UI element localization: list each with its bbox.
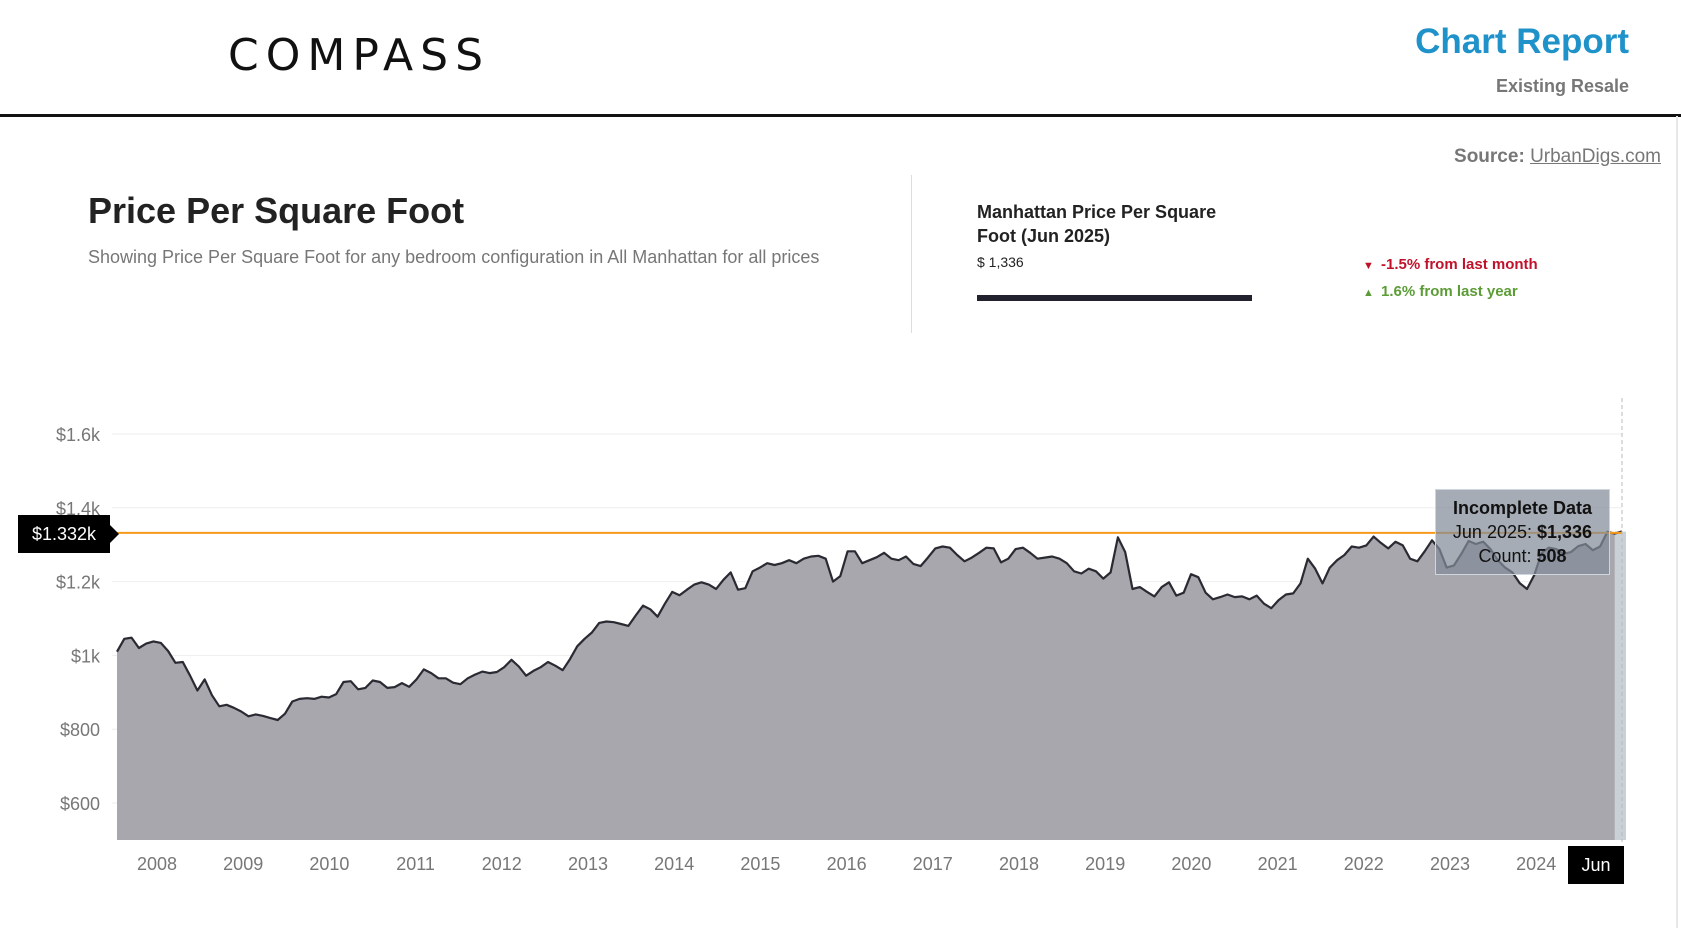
page-edge-divider	[1676, 116, 1678, 928]
x-tick-label: 2009	[223, 854, 263, 874]
y-tick-label: $1k	[71, 646, 101, 666]
x-tick-label: 2014	[654, 854, 694, 874]
series-line	[116, 530, 1623, 722]
tooltip-date-row: Jun 2025: $1,336	[1436, 520, 1609, 544]
source-label: Source:	[1454, 146, 1525, 167]
price-chart[interactable]: $600 $800 $1k $1.2k $1.4k $1.6k 2008 2009 2010 2…	[0, 380, 1681, 928]
x-tick-label: 2016	[827, 854, 867, 874]
change-month: ▼ -1.5% from last month	[1363, 256, 1538, 273]
tooltip-count-value: 508	[1536, 546, 1567, 566]
stat-label: Manhattan Price Per Square Foot (Jun 202…	[977, 202, 1217, 246]
report-title: Chart Report	[1415, 22, 1629, 61]
tooltip-date-label: Jun 2025:	[1452, 522, 1532, 542]
y-tick-label: $600	[60, 794, 100, 814]
change-year: ▲ 1.6% from last year	[1363, 283, 1518, 300]
report-subtitle: Existing Resale	[1495, 76, 1629, 96]
x-tick-label: 2019	[1085, 854, 1125, 874]
page-title: Price Per Square Foot	[88, 190, 465, 231]
x-tick-label: 2011	[396, 854, 435, 874]
y-tick-label: $1.4k	[56, 499, 101, 519]
report-header: COMPASS Chart Report Existing Resale	[0, 0, 1681, 117]
series-area	[117, 531, 1622, 840]
crosshair-y-label: $1.332k	[18, 515, 119, 553]
x-tick-label: 2017	[913, 854, 953, 874]
triangle-up-icon: ▲	[1363, 287, 1374, 299]
triangle-down-icon: ▼	[1363, 260, 1374, 272]
x-tick-label: 2018	[999, 854, 1039, 874]
data-tooltip: Incomplete Data Jun 2025: $1,336 Count: …	[1435, 489, 1610, 575]
x-tick-label: 2012	[482, 854, 522, 874]
x-tick-label: 2008	[137, 854, 177, 874]
incomplete-period-band	[1614, 531, 1626, 840]
x-tick-label: 2024	[1516, 854, 1556, 874]
source-credit: Source: UrbanDigs.com	[1454, 146, 1661, 168]
crosshair-x-label: Jun	[1568, 846, 1624, 884]
tooltip-date-value: $1,336	[1537, 522, 1593, 542]
change-year-text: 1.6% from last year	[1381, 283, 1518, 300]
x-tick-label: 2021	[1258, 854, 1298, 874]
x-tick-label: 2023	[1430, 854, 1470, 874]
section-divider	[911, 175, 912, 333]
stat-bar	[977, 295, 1252, 301]
change-month-text: -1.5% from last month	[1381, 256, 1538, 273]
x-tick-label: 2020	[1171, 854, 1211, 874]
x-tick-label: 2010	[309, 854, 349, 874]
chart-svg[interactable]: $600 $800 $1k $1.2k $1.4k $1.6k 2008 2009 2010 2…	[0, 380, 1681, 928]
page-description: Showing Price Per Square Foot for any be…	[88, 247, 820, 267]
tooltip-count-label: Count:	[1478, 546, 1532, 566]
tooltip-count-row: Count: 508	[1436, 544, 1609, 568]
compass-logo[interactable]: COMPASS	[228, 30, 490, 81]
y-tick-label: $800	[60, 720, 100, 740]
x-tick-label: 2013	[568, 854, 608, 874]
stat-value: $ 1,336	[977, 254, 1024, 270]
source-link[interactable]: UrbanDigs.com	[1530, 146, 1661, 167]
x-tick-label: 2022	[1344, 854, 1384, 874]
y-tick-label: $1.2k	[56, 573, 101, 593]
tooltip-title: Incomplete Data	[1452, 498, 1593, 518]
x-tick-label: 2015	[740, 854, 780, 874]
header-divider	[0, 114, 1681, 117]
y-tick-label: $1.6k	[56, 425, 101, 445]
